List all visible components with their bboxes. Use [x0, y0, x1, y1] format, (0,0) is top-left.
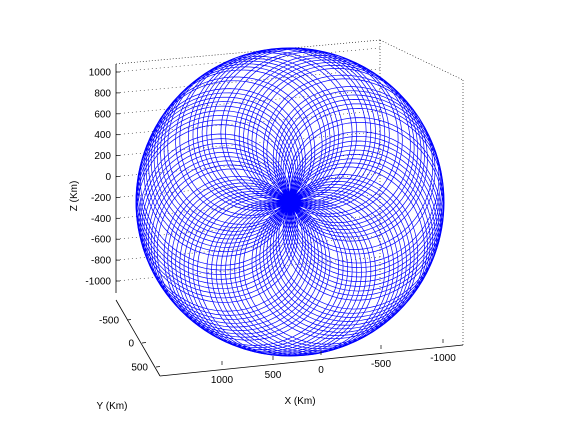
y-axis-line — [115, 299, 161, 377]
x-tick-label: 0 — [318, 365, 324, 376]
grid-line — [115, 39, 381, 65]
z-tick-label: -400 — [91, 214, 111, 225]
x-ticks: 1000 500 0 -500 -1000 — [211, 339, 456, 386]
y-tick-label: 0 — [128, 339, 134, 350]
x-tick-label: -1000 — [430, 353, 456, 364]
z-tick-label: -600 — [91, 235, 111, 246]
z-tick-label: 200 — [94, 151, 111, 162]
y-tick-mark — [155, 366, 161, 368]
x-tick-label: 1000 — [211, 375, 234, 386]
z-grid-line — [115, 47, 381, 73]
y-tick-label: -500 — [99, 316, 119, 327]
x-tick-label: 500 — [265, 370, 282, 381]
z-tick-label: 0 — [105, 172, 111, 183]
x-axis-label: X (Km) — [284, 396, 315, 407]
z-tick-label: -1000 — [85, 277, 111, 288]
z-tick-label: 800 — [94, 88, 111, 99]
z-ticks: 1000 800 600 400 200 0 -200 -400 -600 -800 -1000 — [85, 68, 120, 288]
y-tick-mark — [141, 342, 147, 344]
x-axis-line — [159, 344, 464, 377]
z-tick-label: 600 — [94, 109, 111, 120]
orbit-envelope — [135, 47, 445, 357]
z-tick-label: -800 — [91, 256, 111, 267]
z-tick-label: 1000 — [89, 68, 112, 79]
y-ticks: -500 0 500 — [99, 316, 161, 374]
grid-line — [379, 39, 464, 81]
axes-frame — [115, 64, 464, 377]
z-tick-label: -200 — [91, 193, 111, 204]
z-tick-label: 400 — [94, 130, 111, 141]
orbit-trajectory-line — [135, 47, 445, 357]
z-grid-line — [115, 68, 381, 94]
axes-box — [115, 39, 464, 345]
orbit-series — [135, 47, 445, 357]
y-tick-mark — [126, 319, 132, 321]
y-axis-label: Y (Km) — [97, 401, 128, 412]
z-axis-label: Z (Km) — [69, 181, 80, 212]
x-tick-label: -500 — [371, 359, 391, 370]
y-tick-label: 500 — [131, 363, 148, 374]
